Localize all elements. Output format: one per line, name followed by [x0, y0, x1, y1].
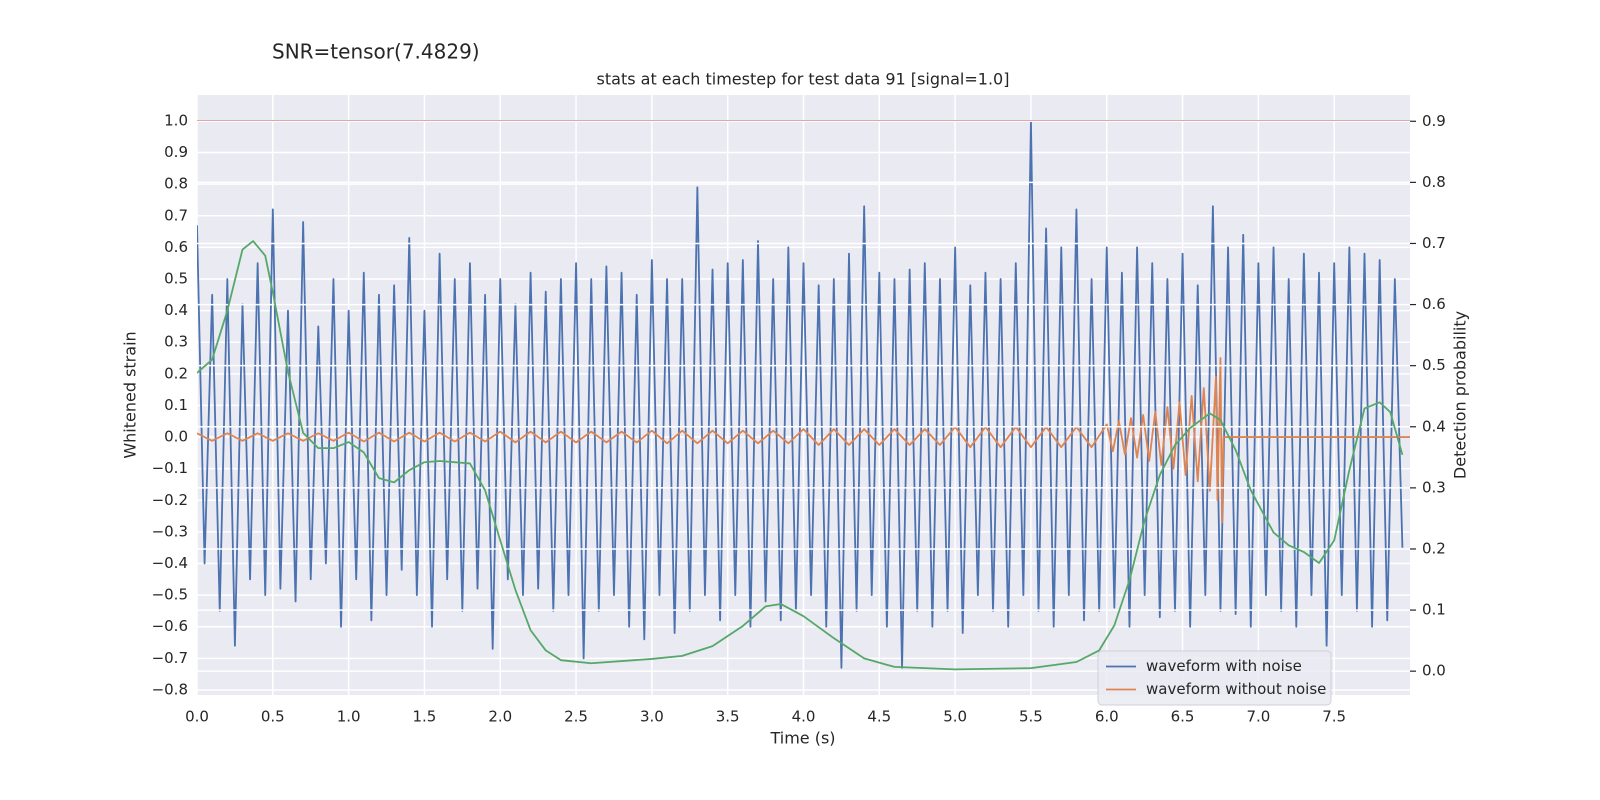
x-tick-label: 0.5 — [261, 708, 285, 726]
x-tick-label: 3.0 — [640, 708, 664, 726]
y2-axis-label: Detection probability — [1451, 311, 1470, 479]
suptitle: SNR=tensor(7.4829) — [272, 40, 480, 64]
y-axis-label: Whitened strain — [121, 331, 140, 458]
y-tick-label: 0.3 — [164, 333, 188, 351]
y-tick-label: 0.2 — [164, 364, 188, 382]
x-tick-label: 7.5 — [1322, 708, 1346, 726]
y-tick-label: 0.6 — [164, 238, 188, 256]
y-tick-label: −0.5 — [152, 586, 188, 604]
x-tick-label: 3.5 — [716, 708, 740, 726]
y2-tick-label: 0.6 — [1422, 295, 1446, 313]
x-tick-label: 6.0 — [1095, 708, 1119, 726]
legend-label: waveform without noise — [1146, 680, 1326, 698]
y2-tick-label: 0.4 — [1422, 417, 1446, 435]
x-tick-label: 7.0 — [1246, 708, 1270, 726]
x-tick-label: 5.0 — [943, 708, 967, 726]
x-axis-label: Time (s) — [769, 729, 835, 748]
y2-tick-label: 0.7 — [1422, 234, 1446, 252]
y2-tick-label: 0.3 — [1422, 478, 1446, 496]
x-tick-label: 2.5 — [564, 708, 588, 726]
y-tick-label: 0.9 — [164, 143, 188, 161]
y-tick-label: 0.0 — [164, 428, 188, 446]
series-line — [197, 357, 1410, 524]
legend: waveform with noise waveform without nois… — [1097, 650, 1332, 706]
y2-tick-label: 0.5 — [1422, 356, 1446, 374]
y2-tick-label: 0.8 — [1422, 173, 1446, 191]
x-tick-label: 6.5 — [1171, 708, 1195, 726]
chart-title: stats at each timestep for test data 91 … — [597, 70, 1010, 89]
y-tick-label: −0.6 — [152, 617, 188, 635]
legend-label: waveform with noise — [1146, 657, 1302, 675]
y-tick-label: 0.1 — [164, 396, 188, 414]
legend-box — [1097, 650, 1332, 706]
x-tick-label: 0.0 — [185, 708, 209, 726]
x-tick-label: 2.0 — [488, 708, 512, 726]
y-tick-label: 0.8 — [164, 175, 188, 193]
y-tick-label: −0.1 — [152, 459, 188, 477]
x-tick-label: 5.5 — [1019, 708, 1043, 726]
y2-tick-label: 0.1 — [1422, 601, 1446, 619]
y2-tick-label: 0.9 — [1422, 112, 1446, 130]
y-tick-label: 0.4 — [164, 301, 188, 319]
x-tick-label: 1.5 — [413, 708, 437, 726]
y2-tick-label: 0.0 — [1422, 662, 1446, 680]
x-tick-label: 4.5 — [867, 708, 891, 726]
y-tick-label: 1.0 — [164, 111, 188, 129]
y-tick-label: 0.7 — [164, 206, 188, 224]
x-tick-label: 4.0 — [792, 708, 816, 726]
y-tick-label: −0.7 — [152, 649, 188, 667]
series-line — [197, 120, 1404, 669]
y2-tick-label: 0.2 — [1422, 539, 1446, 557]
series-line — [197, 240, 1404, 671]
y-tick-label: −0.8 — [152, 680, 188, 698]
x-tick-label: 1.0 — [337, 708, 361, 726]
y-tick-label: −0.4 — [152, 554, 188, 572]
y-tick-label: −0.2 — [152, 491, 188, 509]
y-tick-label: 0.5 — [164, 269, 188, 287]
y-tick-label: −0.3 — [152, 522, 188, 540]
